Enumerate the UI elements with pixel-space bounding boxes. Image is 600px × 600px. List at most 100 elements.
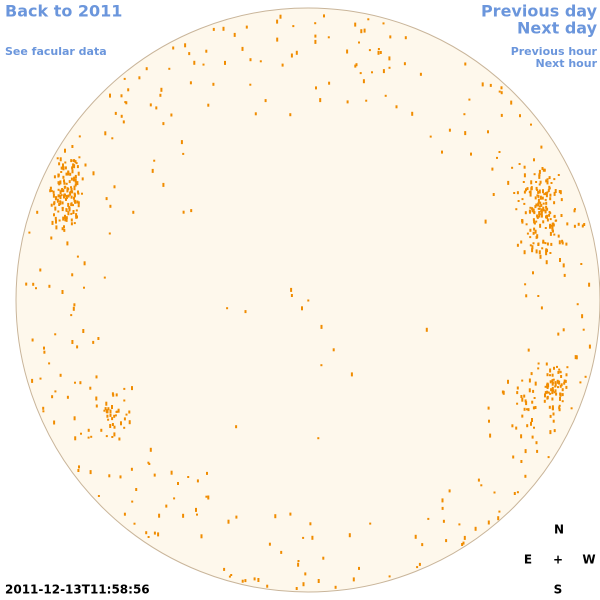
facular-point <box>536 215 539 219</box>
facular-point <box>545 179 548 183</box>
facular-point <box>379 51 382 54</box>
facular-point <box>358 566 360 570</box>
facular-point <box>104 407 107 411</box>
facular-point <box>532 389 535 393</box>
facular-point <box>551 391 554 395</box>
facular-point <box>536 194 539 197</box>
facular-point <box>498 151 501 153</box>
facular-point <box>556 365 558 368</box>
facular-point <box>464 131 467 136</box>
facular-point <box>170 113 173 117</box>
facular-point <box>320 364 323 367</box>
facular-point <box>411 111 414 116</box>
facular-point <box>558 406 561 410</box>
facular-point <box>249 58 252 62</box>
facular-point <box>547 391 550 394</box>
facular-point <box>61 207 64 212</box>
facular-point <box>127 88 130 92</box>
facular-point <box>228 575 231 578</box>
next-hour-link[interactable]: Next hour <box>536 57 598 70</box>
facular-point <box>404 36 407 40</box>
facular-point <box>65 195 68 199</box>
facular-point <box>292 25 295 28</box>
facular-point <box>59 190 62 193</box>
facular-point <box>550 182 553 184</box>
facular-point <box>92 171 95 176</box>
facular-point <box>111 436 114 438</box>
facular-point <box>502 390 505 395</box>
facular-point <box>196 479 199 483</box>
facular-point <box>547 456 550 459</box>
facular-point <box>540 145 543 149</box>
facular-point <box>546 242 549 246</box>
facular-point <box>109 93 111 98</box>
facular-point <box>529 236 532 239</box>
facular-point <box>524 474 527 478</box>
facular-point <box>48 362 51 365</box>
facular-point <box>583 223 586 226</box>
facular-point <box>212 27 215 31</box>
facular-point <box>90 435 93 438</box>
facular-point <box>130 467 133 471</box>
facular-point <box>70 159 73 163</box>
facular-point <box>60 194 63 197</box>
facular-point <box>83 261 86 266</box>
facular-point <box>418 562 421 566</box>
facular-point <box>135 488 138 491</box>
facular-point <box>537 207 540 210</box>
facular-point <box>62 163 64 168</box>
facular-point <box>73 222 76 225</box>
facular-point <box>115 393 118 397</box>
facular-point <box>551 373 554 377</box>
facular-point <box>230 574 233 576</box>
facular-point <box>559 384 562 388</box>
facular-point <box>322 556 325 560</box>
facular-point <box>500 91 503 95</box>
facular-point <box>545 248 548 252</box>
facular-point <box>556 379 559 384</box>
facular-point <box>484 219 487 224</box>
facular-point <box>523 394 526 398</box>
previous-hour-link[interactable]: Previous hour <box>511 45 598 58</box>
facular-point <box>524 449 527 454</box>
facular-point <box>523 173 526 178</box>
facular-point <box>95 396 98 401</box>
facular-point <box>193 60 196 65</box>
facular-point <box>58 219 61 222</box>
facular-point <box>61 227 64 231</box>
facular-point <box>253 577 256 581</box>
facular-point <box>526 424 529 428</box>
previous-day-link[interactable]: Previous day <box>481 2 598 21</box>
facular-point <box>530 123 532 126</box>
facular-point <box>358 41 360 44</box>
facular-point <box>549 212 552 215</box>
facular-point <box>491 167 494 171</box>
facular-point <box>182 513 185 518</box>
facular-point <box>566 222 569 226</box>
facular-point <box>79 381 82 385</box>
facular-point <box>546 395 549 399</box>
facular-point <box>244 310 247 314</box>
facular-point <box>346 100 349 104</box>
facular-link[interactable]: See facular data <box>5 45 107 58</box>
facular-point <box>521 414 524 418</box>
facular-point <box>74 174 77 178</box>
facular-point <box>71 166 74 170</box>
facular-point <box>539 201 542 205</box>
facular-point <box>61 201 64 205</box>
facular-point <box>78 135 81 138</box>
facular-point <box>549 223 552 227</box>
facular-point <box>419 72 422 76</box>
next-day-link[interactable]: Next day <box>517 19 598 38</box>
facular-point <box>537 295 540 297</box>
facular-point <box>551 224 553 227</box>
facular-point <box>78 156 81 159</box>
facular-point <box>570 407 573 410</box>
facular-point <box>70 202 73 206</box>
facular-point <box>546 373 549 377</box>
facular-point <box>188 52 191 56</box>
facular-point <box>520 460 523 463</box>
back-link[interactable]: Back to 2011 <box>5 2 122 21</box>
facular-point <box>540 210 543 213</box>
facular-point <box>551 379 554 383</box>
